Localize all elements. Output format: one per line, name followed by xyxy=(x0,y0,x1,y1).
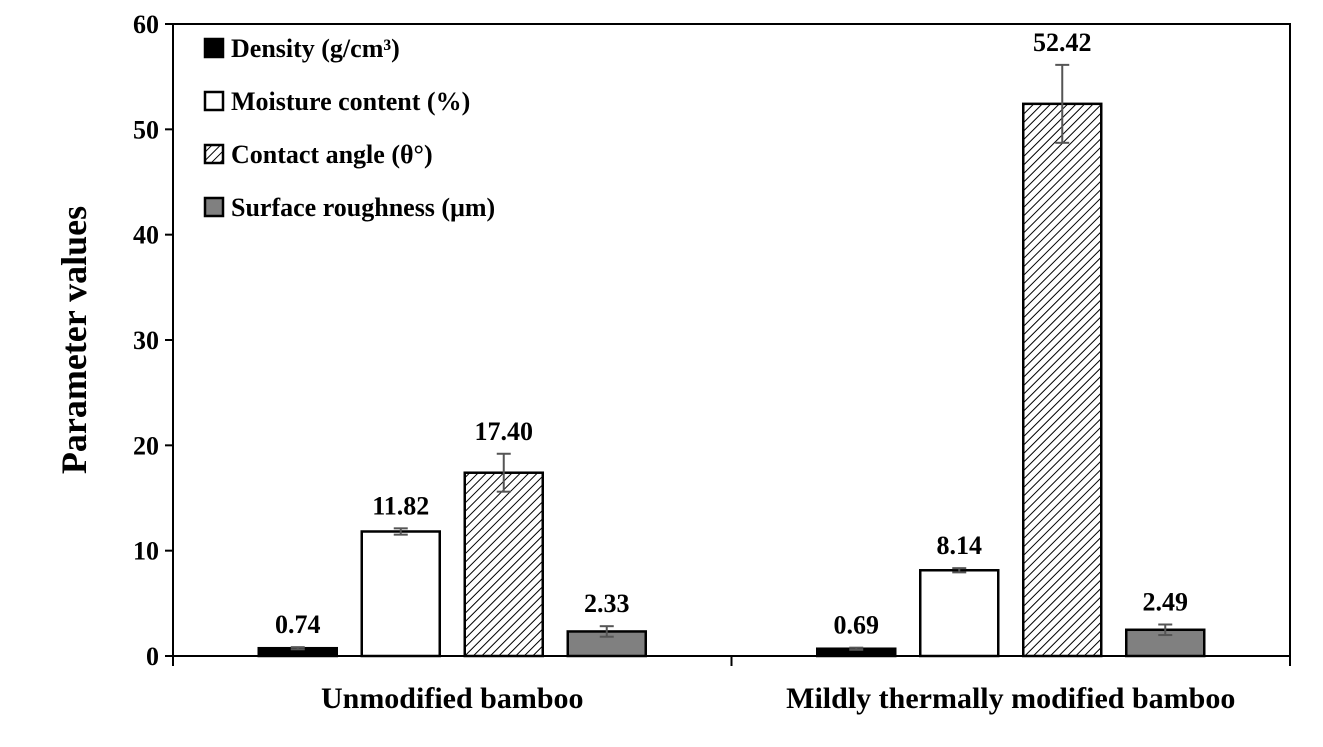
data-label: 0.74 xyxy=(275,610,321,639)
y-tick-label: 40 xyxy=(133,221,159,250)
x-category-label: Unmodified bamboo xyxy=(321,682,584,715)
legend-label: Moisture content (%) xyxy=(231,87,470,116)
y-tick-label: 0 xyxy=(146,642,159,671)
data-label: 2.49 xyxy=(1143,588,1189,617)
legend-label: Surface roughness (μm) xyxy=(231,193,495,222)
y-tick-label: 60 xyxy=(133,10,159,39)
legend-swatch xyxy=(203,196,225,218)
plot-frame xyxy=(172,23,1291,657)
legend-swatch xyxy=(203,90,225,112)
bar xyxy=(463,471,544,658)
data-label: 8.14 xyxy=(937,531,983,560)
legend-swatch xyxy=(203,37,225,59)
data-label: 52.42 xyxy=(1033,28,1092,57)
y-tick-label: 50 xyxy=(133,115,159,144)
data-label: 2.33 xyxy=(584,589,630,618)
y-tick-label: 30 xyxy=(133,326,159,355)
legend-swatch xyxy=(203,143,225,165)
y-tick-label: 10 xyxy=(133,537,159,566)
data-label: 17.40 xyxy=(475,417,534,446)
bar xyxy=(919,569,1000,658)
legend-label: Contact angle (θ°) xyxy=(231,140,433,169)
y-axis-label: Parameter values xyxy=(54,206,94,474)
bar xyxy=(360,530,441,658)
bar xyxy=(1022,102,1103,658)
y-tick-label: 20 xyxy=(133,431,159,460)
data-label: 0.69 xyxy=(834,611,880,640)
data-label: 11.82 xyxy=(372,491,429,520)
legend-label: Density (g/cm³) xyxy=(231,34,400,63)
x-category-label: Mildly thermally modified bamboo xyxy=(786,682,1235,715)
